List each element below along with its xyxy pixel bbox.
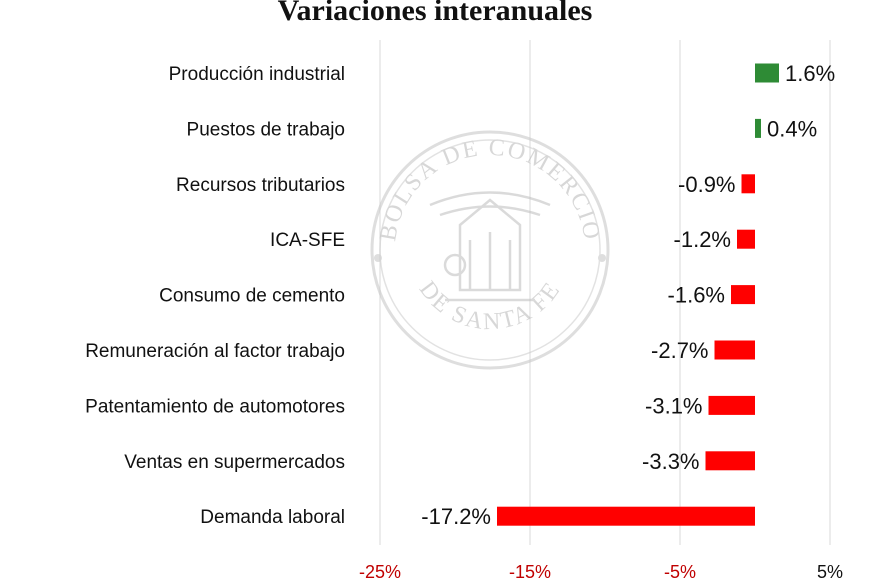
bars (497, 63, 779, 526)
x-tick-label: 5% (817, 562, 843, 580)
category-label: Remuneración al factor trabajo (85, 341, 345, 362)
data-label: -17.2% (421, 504, 491, 529)
bar (737, 229, 755, 249)
x-axis-ticks: -25% -15% -5% 5% (359, 562, 843, 580)
data-label: -3.3% (642, 449, 699, 474)
data-label: -0.9% (678, 172, 735, 197)
data-label: 1.6% (785, 61, 835, 86)
category-label: Consumo de cemento (159, 286, 345, 307)
data-label: -3.1% (645, 393, 702, 418)
category-label: Recursos tributarios (176, 175, 345, 196)
category-label: Patentamiento de automotores (85, 396, 345, 417)
bar (705, 451, 755, 471)
bar (708, 395, 755, 415)
x-tick-label: -5% (664, 562, 696, 580)
bar (755, 118, 761, 138)
chart-title: Variaciones interanuales (278, 0, 593, 27)
x-tick-label: -15% (509, 562, 551, 580)
category-label: Puestos de trabajo (187, 119, 345, 140)
seal-top-text: BOLSA DE COMERCIO (375, 135, 605, 243)
category-label: ICA-SFE (270, 230, 345, 251)
category-labels: Producción industrial Puestos de trabajo R… (85, 64, 345, 528)
seal-emblem-icon (429, 191, 551, 302)
bar (741, 174, 755, 194)
category-label: Producción industrial (169, 64, 345, 85)
bar (714, 340, 755, 360)
data-label: -1.6% (668, 283, 725, 308)
bar (731, 285, 755, 305)
category-label: Demanda laboral (200, 507, 345, 528)
data-label: -2.7% (651, 338, 708, 363)
bar (497, 506, 755, 526)
data-label: -1.2% (674, 227, 731, 252)
category-label: Ventas en supermercados (124, 452, 345, 473)
x-tick-label: -25% (359, 562, 401, 580)
data-label: 0.4% (767, 116, 817, 141)
seal-watermark: BOLSA DE COMERCIO DE SANTA FE (370, 130, 610, 370)
data-labels: 1.6% 0.4% -0.9% -1.2% -1.6% -2.7% -3.1% -3.3% -1… (421, 61, 835, 529)
bar (755, 63, 779, 83)
